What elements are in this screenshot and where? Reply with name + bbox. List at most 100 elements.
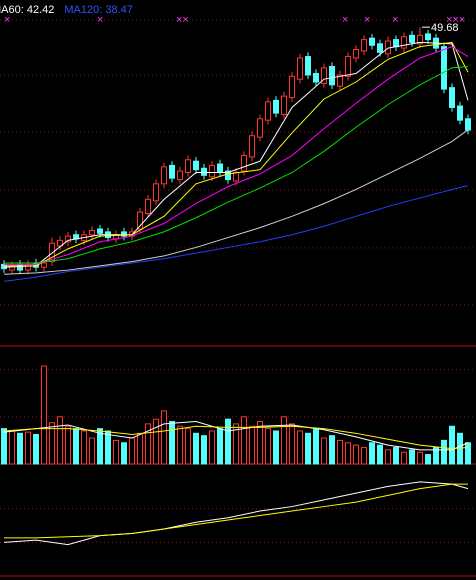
candle-body [225,170,231,181]
volume-bar [81,430,87,465]
volume-bar [113,439,119,465]
volume-bar [425,454,431,465]
volume-bar [417,451,423,465]
candle-body [209,164,215,178]
indicator-line [3,129,469,275]
volume-bar [393,446,399,465]
volume-bar [377,444,383,465]
volume-bar [449,425,455,465]
volume-bar [225,418,231,465]
volume-bar [89,437,95,465]
indicator-line [4,46,469,265]
candle-body [89,229,95,236]
candle-body [57,239,63,247]
candle-body [361,39,367,52]
volume-bar [49,422,55,465]
volume-bar [105,430,111,465]
volume-bar [9,430,15,465]
indicator-line [3,425,469,450]
candle-body [401,36,407,49]
candle-body [305,56,311,76]
volume-bar [281,416,287,465]
volume-bar [73,428,79,465]
signal-marker: × [364,14,370,26]
candle-body [65,235,71,243]
volume-bar [209,430,215,465]
legend-text: MA60: 42.42 [0,4,54,16]
candle-body [169,164,175,179]
volume-bar [233,423,239,465]
candle-body [273,99,279,114]
legend-text: MA120: 38.47 [64,4,133,16]
candle-body [257,118,263,138]
candle-body [393,39,399,48]
indicator-line [3,185,469,282]
volume-bar [409,449,415,465]
candle-body [345,56,351,77]
volume-bar [137,432,143,465]
indicator-line [4,65,469,264]
volume-bar [185,428,191,465]
candle-body [449,87,455,108]
volume-bar [241,416,247,465]
volume-bar [153,418,159,465]
volume-bar [305,432,311,465]
volume-bar [169,421,175,465]
volume-bar [57,416,63,465]
volume-bar [313,428,319,465]
candle-body [121,231,127,237]
volume-bar [17,432,23,465]
candle-body [289,75,295,99]
signal-marker: ×× [176,14,189,26]
volume-bar [161,410,167,465]
candle-body [337,74,343,87]
volume-bar [369,442,375,465]
candle-body [145,198,151,215]
indicator-line [4,483,468,539]
volume-bar [217,428,223,465]
volume-bar [193,432,199,465]
volume-bar [177,425,183,465]
volume-bar [97,428,103,465]
volume-bar [441,439,447,465]
candle-body [137,211,143,230]
candle-body [329,65,335,86]
candle-body [465,118,471,131]
signal-marker: ××× [446,14,465,26]
volume-bar [65,425,71,465]
candle-body [17,263,23,271]
volume-bar [201,435,207,465]
indicator-line [3,481,469,546]
candle-body [193,160,199,171]
candle-body [425,33,431,41]
volume-bar [401,451,407,465]
candle-body [297,57,303,80]
candle-body [177,170,183,181]
volume-bar [273,430,279,465]
candle-body [313,73,319,83]
volume-bar [41,365,47,465]
candle-body [281,95,287,116]
volume-bar [345,442,351,465]
candle-body [41,262,47,268]
volume-bar [289,423,295,465]
candle-body [217,163,223,173]
volume-bar [297,430,303,465]
candle-body [1,263,7,270]
candle-body [369,37,375,46]
volume-bar [433,446,439,465]
indicator-line [3,421,469,451]
volume-bar [1,428,7,465]
volume-bar [145,423,151,465]
candle-body [25,263,31,271]
candle-body [353,48,359,59]
volume-bar [385,449,391,465]
candle-body [201,167,207,176]
candle-body [409,34,415,43]
candle-body [233,172,239,182]
candle-body [241,155,247,172]
volume-bar [129,437,135,465]
